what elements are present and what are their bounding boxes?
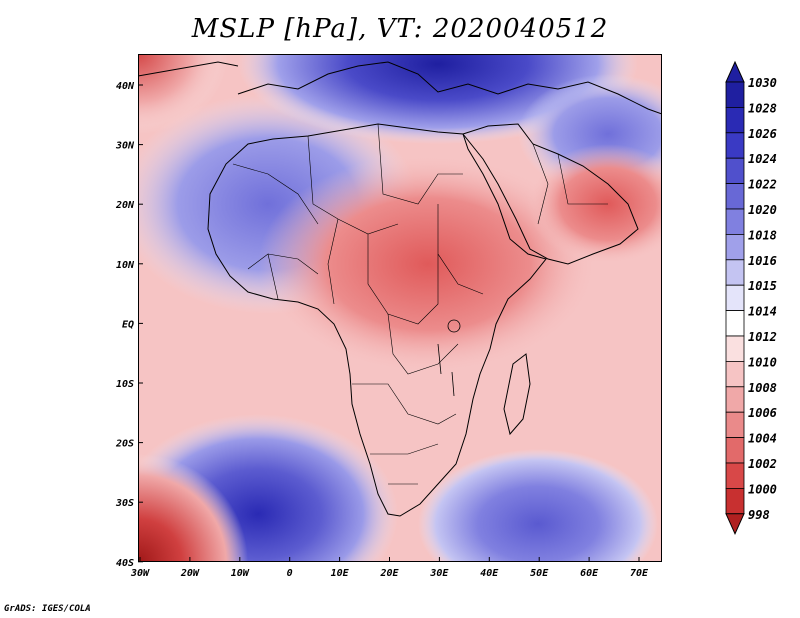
colorbar-graphic: 1030 1028 1026 1024 1022 1020 1018 1016 1015 1014… (725, 60, 777, 536)
colorbar-label: 1016 (748, 254, 777, 268)
africa-coastline (207, 123, 547, 517)
colorbar-label: 1022 (748, 178, 777, 192)
colorbar-swatch (725, 259, 745, 286)
arabia-coastline (462, 123, 639, 265)
x-tick-label: 50E (530, 568, 549, 579)
map-frame (138, 54, 662, 562)
colorbar: 1030 1028 1026 1024 1022 1020 1018 1016 1015 1014… (718, 60, 798, 560)
colorbar-label: 1026 (748, 127, 777, 141)
x-tick-label: 10E (331, 568, 350, 579)
y-tick-label: 40N (116, 81, 135, 92)
border (247, 253, 279, 300)
colorbar-swatch (725, 107, 745, 134)
central-africa-low (258, 154, 598, 374)
border (232, 163, 319, 225)
colorbar-label: 1015 (748, 279, 777, 293)
colorbar-label: 1014 (748, 305, 777, 319)
colorbar-min-arrow (725, 513, 745, 536)
map-title: MSLP [hPa], VT: 2020040512 (191, 14, 609, 44)
border (352, 383, 457, 425)
border (532, 143, 549, 225)
x-tick-label: 40E (480, 568, 499, 579)
colorbar-label: 1028 (748, 101, 777, 115)
colorbar-max-arrow (725, 60, 745, 83)
colorbar-swatch (725, 183, 745, 210)
colorbar-label: 998 (748, 508, 770, 522)
colorbar-swatch (725, 462, 745, 489)
lake-victoria (447, 319, 461, 333)
colorbar-swatch (725, 310, 745, 337)
colorbar-label: 1018 (748, 228, 777, 242)
colorbar-label: 1000 (748, 482, 777, 496)
colorbar-swatch (725, 487, 745, 515)
x-tick-label: 20E (379, 568, 399, 579)
pressure-map (137, 54, 663, 562)
x-tick-label: 0 (287, 568, 293, 579)
colorbar-label: 1020 (748, 203, 777, 217)
border (437, 204, 484, 295)
colorbar-label: 1024 (748, 152, 777, 166)
y-tick-label: 10S (116, 379, 134, 390)
map-panel (137, 54, 663, 562)
colorbar-swatch (725, 335, 745, 362)
x-tick-label: 30W (130, 568, 150, 579)
x-tick-label: 10W (231, 568, 250, 579)
colorbar-swatch (725, 208, 745, 235)
colorbar-swatch (725, 411, 745, 439)
colorbar-swatch (725, 81, 745, 108)
x-tick-label: 30E (429, 568, 449, 579)
grads-credit: GrADS: IGES/COLA (4, 604, 91, 614)
colorbar-label: 1030 (748, 76, 777, 90)
colorbar-swatch (725, 386, 745, 413)
lake-malawi (451, 371, 455, 397)
colorbar-label: 1004 (748, 432, 777, 446)
border (327, 218, 339, 305)
colorbar-label: 1006 (748, 406, 777, 420)
y-tick-label: 20N (115, 200, 135, 211)
colorbar-label: 1010 (748, 355, 777, 369)
colorbar-swatch (725, 284, 745, 311)
colorbar-swatch (725, 157, 745, 184)
y-tick-label: 30N (115, 141, 135, 152)
coastlines (137, 61, 663, 517)
country-borders (232, 123, 608, 485)
y-tick-label: 20S (115, 439, 134, 450)
lake-tanganyika (437, 343, 442, 375)
colorbar-label: 1012 (748, 330, 777, 344)
y-tick-label: 10N (116, 260, 135, 271)
colorbar-swatch (725, 233, 745, 261)
lakes (437, 319, 461, 397)
border (387, 313, 459, 375)
x-tick-label: 20W (180, 568, 200, 579)
border (370, 443, 439, 455)
madagascar-coastline (503, 353, 531, 436)
colorbar-label: 1008 (748, 381, 777, 395)
border (377, 123, 463, 205)
border (267, 253, 319, 275)
pressure-field (138, 54, 662, 562)
x-tick-label: 70E (630, 568, 649, 579)
y-tick-label: 40S (116, 558, 134, 569)
northwest-low (138, 54, 228, 134)
europe-coastline (237, 61, 663, 115)
x-tick-label: 60E (580, 568, 599, 579)
southwest-low (138, 454, 248, 562)
colorbar-label: 1002 (748, 457, 777, 471)
y-tick-label: 30S (115, 498, 134, 509)
border (557, 153, 608, 205)
y-tick-label: EQ (122, 319, 134, 330)
colorbar-swatch (725, 437, 745, 464)
colorbar-swatch (725, 360, 745, 388)
border (367, 234, 439, 325)
indian-ocean-high (418, 449, 658, 562)
iberia-coastline (137, 61, 239, 77)
colorbar-swatch (725, 132, 745, 159)
